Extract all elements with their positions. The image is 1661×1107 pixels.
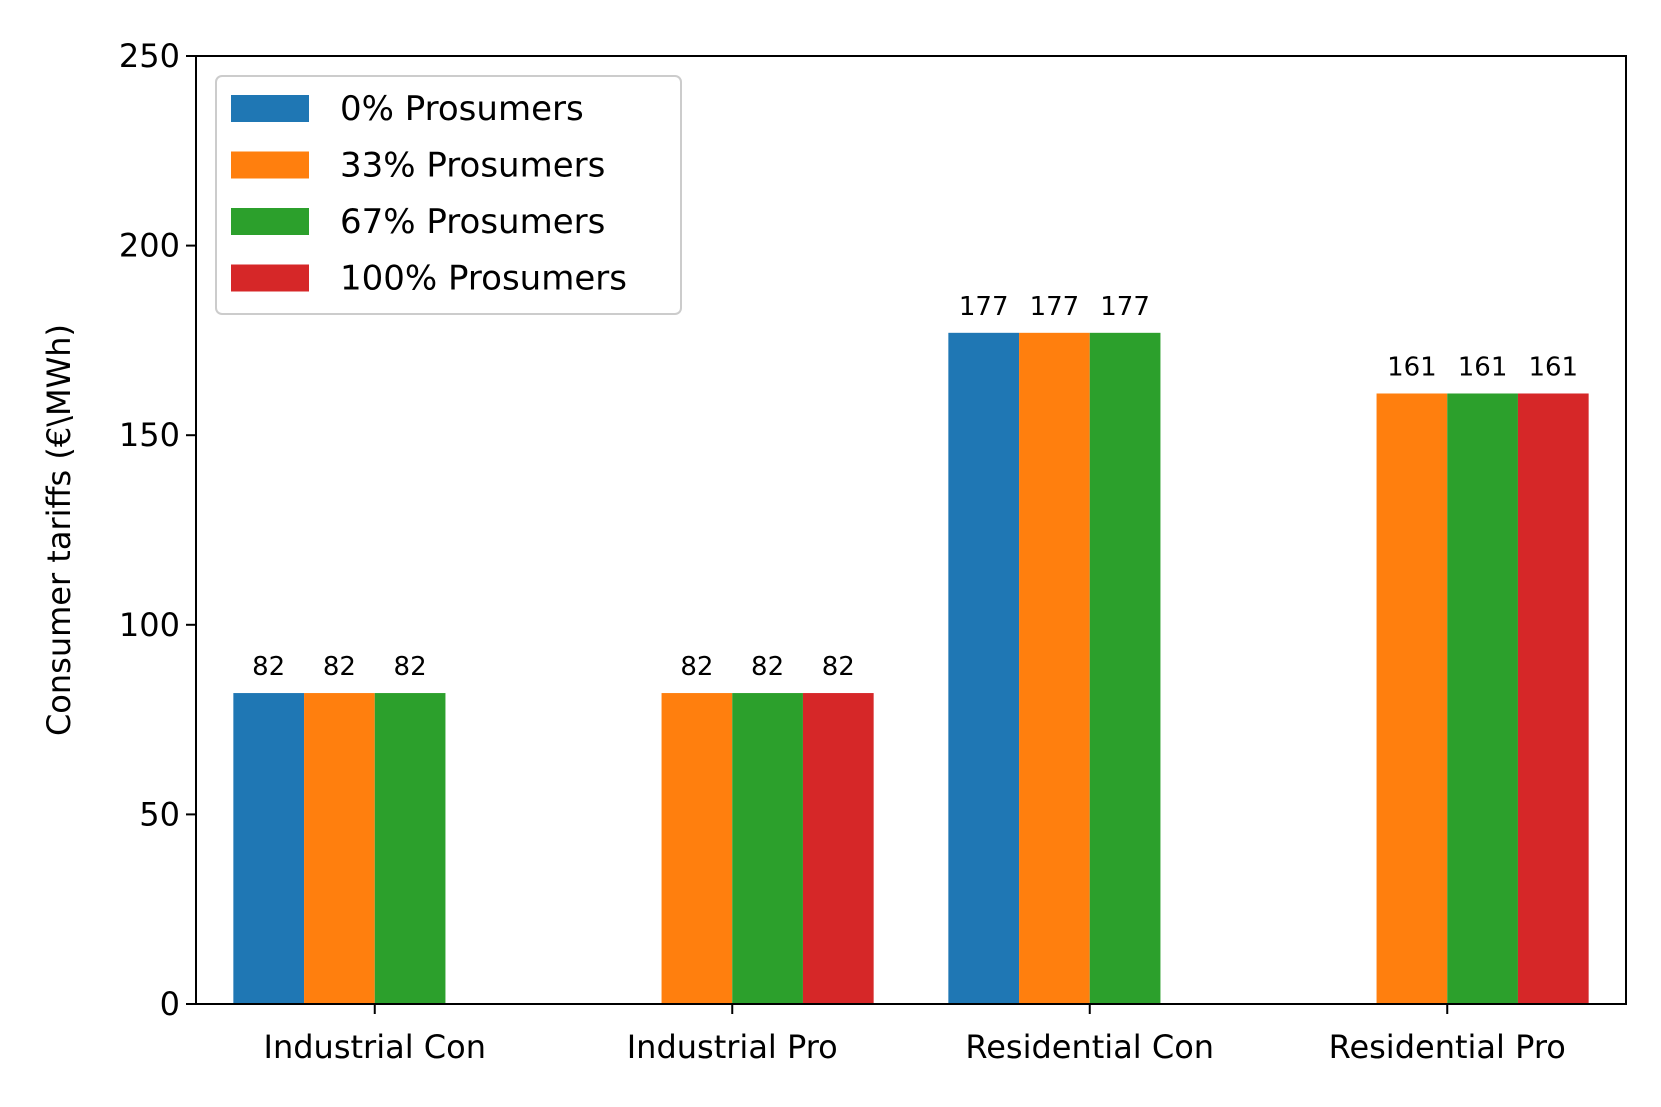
bar [732, 693, 803, 1004]
legend-swatch [231, 264, 309, 292]
bar-value-label: 177 [1030, 292, 1080, 322]
x-tick-label: Residential Con [965, 1028, 1214, 1066]
bar [802, 693, 874, 1004]
bar [1019, 332, 1090, 1004]
bar-value-label: 82 [822, 652, 855, 682]
bar [948, 332, 1020, 1004]
bar-value-label: 177 [1100, 292, 1150, 322]
bar [1089, 332, 1161, 1004]
bar-value-label: 161 [1458, 352, 1508, 382]
legend: 0% Prosumers 33% Prosumers 67% Prosumers 10… [215, 75, 682, 315]
bars-group [233, 332, 1589, 1004]
legend-label: 33% Prosumers [340, 146, 605, 186]
legend-box [215, 75, 682, 315]
y-tick-label: 50 [139, 795, 180, 833]
bar-value-label: 161 [1387, 352, 1437, 382]
bar-value-label: 82 [323, 652, 356, 682]
legend-swatch [231, 151, 309, 179]
bar [374, 693, 446, 1004]
legend-label: 0% Prosumers [340, 89, 584, 129]
x-tick-label: Industrial Con [264, 1028, 486, 1066]
legend-label: 100% Prosumers [340, 259, 627, 299]
plot-frame [195, 55, 1627, 1005]
bar [1517, 393, 1589, 1004]
x-tick-label: Industrial Pro [627, 1028, 838, 1066]
bar-value-label: 82 [394, 652, 427, 682]
bar-value-label: 82 [751, 652, 784, 682]
legend-swatch [231, 208, 309, 235]
y-tick-label: 150 [119, 416, 180, 454]
y-tick-label: 250 [119, 37, 180, 75]
legend-swatch [231, 95, 309, 122]
bar [304, 693, 375, 1004]
x-tick-label: Residential Pro [1329, 1028, 1566, 1066]
bar [1376, 393, 1448, 1004]
bar [1447, 393, 1518, 1004]
bar-value-label: 82 [252, 652, 285, 682]
y-tick-label: 0 [160, 985, 180, 1023]
legend-label: 67% Prosumers [340, 202, 605, 242]
bar [661, 693, 733, 1004]
bar-value-label: 82 [680, 652, 713, 682]
y-axis: 0 50 100 150 200 250 [119, 37, 196, 1023]
x-axis: Industrial Con Industrial Pro Residential … [264, 1004, 1566, 1066]
bar-value-label: 161 [1528, 352, 1578, 382]
bar-value-label: 177 [959, 292, 1009, 322]
bar-labels-group: 82 82 82 82 82 82 177 177 177 161 161 161 [252, 292, 1578, 682]
y-axis-title: Consumer tariffs (€\MWh) [40, 324, 78, 736]
y-tick-label: 200 [119, 227, 180, 265]
bar [233, 693, 305, 1004]
y-tick-label: 100 [119, 606, 180, 644]
